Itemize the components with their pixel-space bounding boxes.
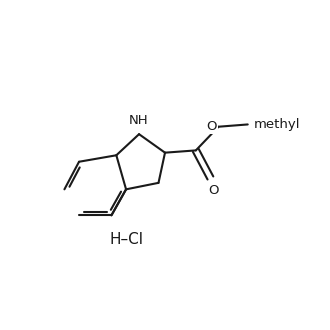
Text: O: O [206,120,217,133]
Text: NH: NH [129,114,149,127]
Text: H–Cl: H–Cl [109,232,143,247]
Text: O: O [209,184,219,197]
Text: methyl: methyl [253,118,300,131]
